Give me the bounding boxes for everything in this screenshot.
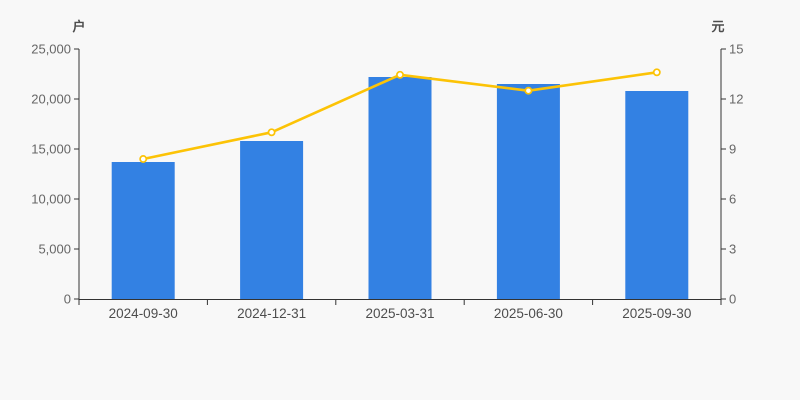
left-axis-tick-label: 15,000 [31,142,71,157]
line-marker-2025-06-30[interactable] [524,86,533,95]
line-marker-2024-09-30[interactable] [139,155,148,163]
left-axis-tick-label: 25,000 [31,42,71,57]
bar-2024-12-31[interactable] [240,141,304,299]
x-axis-category-label: 2025-03-31 [365,306,434,321]
left-axis-tick-label: 20,000 [31,92,71,107]
left-axis-title: 户 [72,19,85,34]
x-axis-category-label: 2025-09-30 [622,306,691,321]
x-axis-category-label: 2024-12-31 [237,306,306,321]
right-axis-title: 元 [711,19,724,34]
line-marker-2025-03-31[interactable] [396,70,404,79]
right-axis-tick-label: 6 [729,192,736,207]
line-marker-2024-12-31[interactable] [267,128,276,137]
axes-group: 0 5,000 10,000 15,000 20,000 25,000 0 3 6 9 12 15 20… [31,42,743,322]
bars-group [111,77,689,299]
bar-2025-06-30[interactable] [496,84,560,299]
left-axis-tick-label: 5,000 [38,242,71,257]
right-axis-tick-label: 12 [729,92,743,107]
x-axis-category-label: 2024-09-30 [109,306,178,321]
bar-2025-09-30[interactable] [625,91,689,299]
right-axis-tick-label: 3 [729,242,736,257]
left-axis-tick-label: 0 [64,292,71,307]
bar-2024-09-30[interactable] [111,162,175,299]
line-group [139,68,661,163]
bar-2025-03-31[interactable] [368,77,432,299]
x-axis-category-label: 2025-06-30 [494,306,563,321]
right-axis-tick-label: 0 [729,292,736,307]
right-axis-tick-label: 9 [729,142,736,157]
line-marker-2025-09-30[interactable] [652,68,661,77]
right-axis-tick-label: 15 [729,42,743,57]
left-axis-tick-label: 10,000 [31,192,71,207]
